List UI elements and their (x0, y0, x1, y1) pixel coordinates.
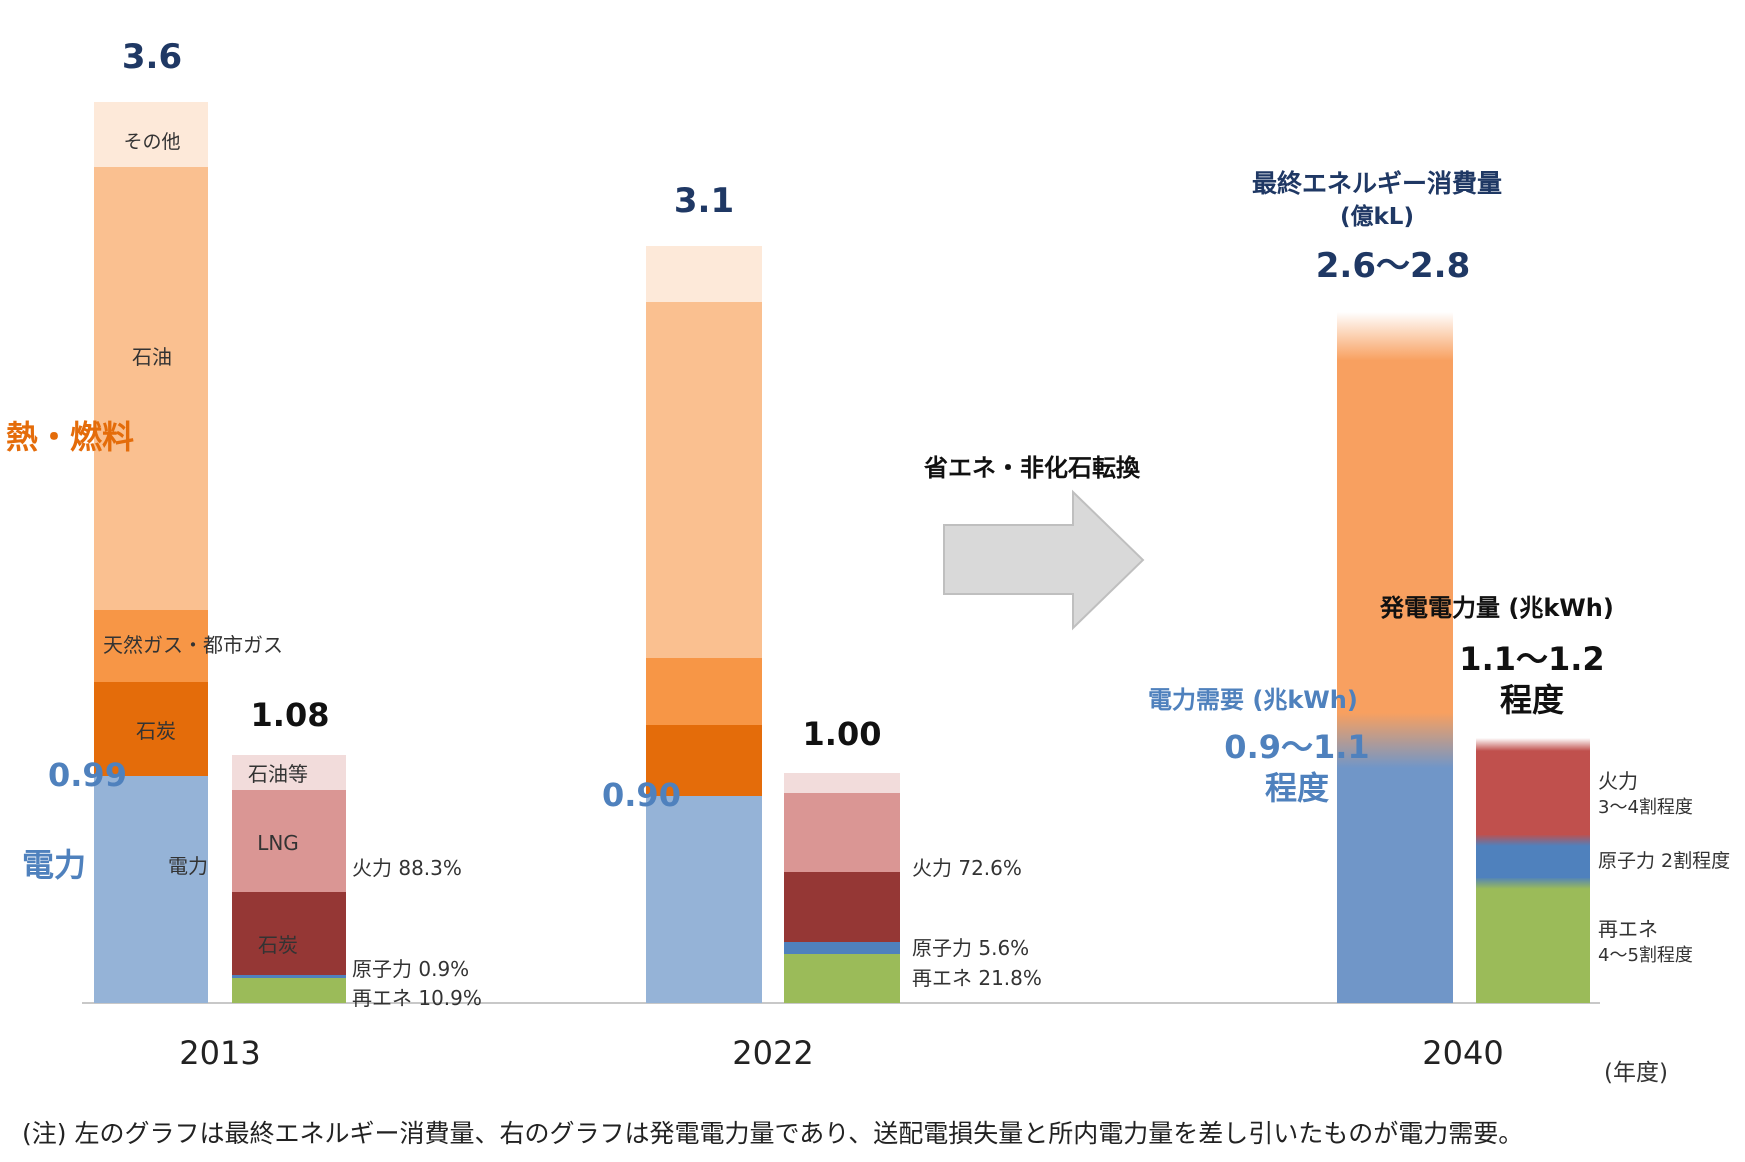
label-heat-fuel: 熱・燃料 (6, 418, 134, 456)
bar-2022-oil-etc (784, 773, 900, 793)
label-nuclear-2022: 原子力 5.6% (912, 936, 1029, 960)
gen-2040-a: 1.1〜1.2 (1459, 640, 1604, 678)
final-2040: 2.6〜2.8 (1316, 246, 1470, 286)
year-2040: 2040 (1422, 1034, 1503, 1072)
gen-2022: 1.00 (803, 715, 882, 753)
share-thermal-b: 3〜4割程度 (1598, 797, 1693, 818)
bar-2013-other (94, 102, 208, 167)
label-oil: 石油 (132, 345, 172, 369)
label-lng: LNG (257, 831, 299, 855)
bar-2013-final (94, 102, 208, 1003)
bar-2040-renew (1476, 887, 1590, 1003)
gen-title: 発電電力量 (兆kWh) (1379, 594, 1614, 622)
bar-2040-top (1476, 738, 1590, 751)
label-electricity: 電力 (22, 846, 86, 884)
bar-2013-coal-gen (232, 892, 346, 975)
label-gas: 天然ガス・都市ガス (103, 633, 283, 657)
bar-2040-thermal (1476, 750, 1590, 835)
bar-2040-nuclear (1476, 845, 1590, 878)
bar-2013-electricity (94, 776, 208, 1003)
bar-2022-coal-gen (784, 872, 900, 942)
label-thermal-2013: 火力 88.3% (352, 856, 462, 880)
bar-2022-nuclear (784, 942, 900, 954)
final-unit: (億kL) (1340, 203, 1414, 230)
share-thermal-a: 火力 (1598, 769, 1638, 793)
bar-2013-renew (232, 977, 346, 1003)
bar-2022-oil (646, 302, 762, 658)
label-nuclear-2013: 原子力 0.9% (352, 957, 469, 981)
bar-2013-lng (232, 790, 346, 892)
year-2013: 2013 (179, 1034, 260, 1072)
bar-2022-electricity (646, 796, 762, 1003)
bar-2040-mix1 (1476, 834, 1590, 846)
total-2013: 3.6 (122, 37, 182, 77)
elec-2022: 0.90 (602, 776, 681, 814)
bar-2040-final (1337, 312, 1453, 1003)
label-electricity-small: 電力 (168, 854, 208, 878)
final-title: 最終エネルギー消費量 (1252, 169, 1502, 198)
bar-2040-generation (1476, 738, 1590, 1003)
bar-2013-coal (94, 682, 208, 776)
demand-2040-b: 程度 (1265, 769, 1329, 807)
bar-2022-generation (784, 773, 900, 1003)
share-renew-a: 再エネ (1598, 917, 1658, 941)
bar-2022-other (646, 246, 762, 302)
fiscal-year: (年度) (1604, 1060, 1668, 1086)
bar-2013-generation (232, 755, 346, 1003)
label-coal: 石炭 (136, 719, 176, 743)
demand-title: 電力需要 (兆kWh) (1148, 686, 1358, 714)
share-renew-b: 4〜5割程度 (1598, 945, 1693, 966)
share-nuclear: 原子力 2割程度 (1598, 850, 1730, 872)
elec-2013: 0.99 (48, 756, 127, 794)
bar-2022-coal (646, 725, 762, 796)
label-coal-gen: 石炭 (258, 933, 298, 957)
arrow-right-icon (943, 489, 1145, 631)
label-renew-2013: 再エネ 10.9% (352, 986, 482, 1010)
arrow-text: 省エネ・非化石転換 (923, 454, 1141, 482)
bar-2013-gas (94, 610, 208, 682)
label-renew-2022: 再エネ 21.8% (912, 966, 1042, 990)
demand-2040-a: 0.9〜1.1 (1224, 728, 1369, 766)
gen-2013: 1.08 (251, 696, 330, 734)
gen-2040-b: 程度 (1500, 681, 1564, 719)
bar-2013-oil (94, 167, 208, 610)
bar-2040-mix2 (1476, 877, 1590, 889)
bar-2022-lng (784, 793, 900, 872)
year-2022: 2022 (732, 1034, 813, 1072)
bar-2022-final (646, 246, 762, 1003)
footnote: (注) 左のグラフは最終エネルギー消費量、右のグラフは発電電力量であり、送配電損… (22, 1119, 1524, 1148)
bar-2022-gas (646, 658, 762, 725)
bar-2013-nuclear (232, 975, 346, 978)
bar-2013-oil-etc (232, 755, 346, 790)
label-oil-etc: 石油等 (248, 762, 308, 786)
label-other: その他 (123, 131, 180, 153)
total-2022: 3.1 (674, 181, 734, 221)
label-thermal-2022: 火力 72.6% (912, 856, 1022, 880)
bar-2022-renew (784, 954, 900, 1003)
